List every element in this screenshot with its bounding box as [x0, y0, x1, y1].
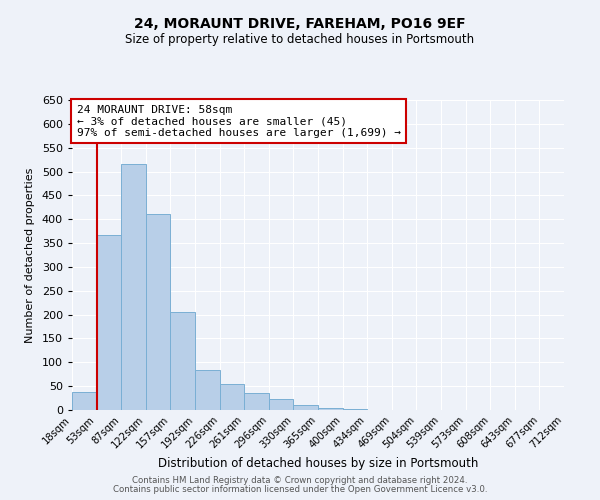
Bar	[293, 405, 318, 410]
Text: Contains HM Land Registry data © Crown copyright and database right 2024.: Contains HM Land Registry data © Crown c…	[132, 476, 468, 485]
Bar	[97, 235, 121, 410]
Bar	[269, 398, 293, 410]
Bar	[72, 392, 97, 410]
Bar	[170, 312, 195, 410]
Bar	[244, 393, 269, 410]
Bar	[318, 408, 343, 410]
Bar	[343, 408, 367, 410]
Bar	[146, 214, 170, 410]
Text: Size of property relative to detached houses in Portsmouth: Size of property relative to detached ho…	[125, 32, 475, 46]
Y-axis label: Number of detached properties: Number of detached properties	[25, 168, 35, 342]
Text: 24, MORAUNT DRIVE, FAREHAM, PO16 9EF: 24, MORAUNT DRIVE, FAREHAM, PO16 9EF	[134, 18, 466, 32]
Text: Contains public sector information licensed under the Open Government Licence v3: Contains public sector information licen…	[113, 485, 487, 494]
X-axis label: Distribution of detached houses by size in Portsmouth: Distribution of detached houses by size …	[158, 458, 478, 470]
Text: 24 MORAUNT DRIVE: 58sqm
← 3% of detached houses are smaller (45)
97% of semi-det: 24 MORAUNT DRIVE: 58sqm ← 3% of detached…	[77, 104, 401, 138]
Bar	[121, 164, 146, 410]
Bar	[220, 384, 244, 410]
Bar	[195, 370, 220, 410]
